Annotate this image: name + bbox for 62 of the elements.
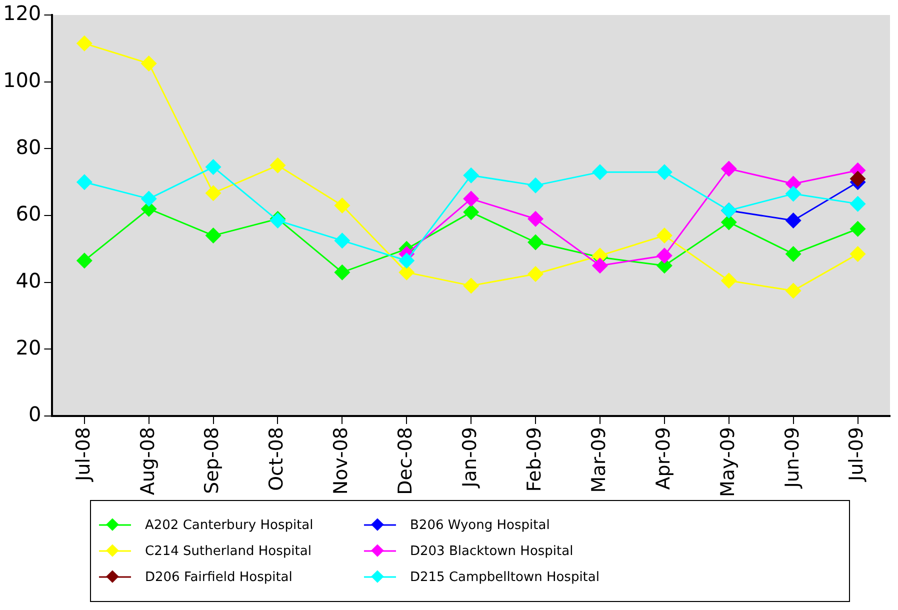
legend-label: B206 Wyong Hospital (410, 518, 550, 532)
point (463, 204, 480, 220)
point (592, 258, 608, 274)
y-tick-label: 60 (16, 202, 42, 226)
point (76, 174, 92, 190)
y-tick-label: 120 (2, 1, 42, 26)
point (785, 282, 802, 299)
x-tick-label: Dec-08 (394, 427, 417, 495)
point (720, 272, 737, 289)
point (656, 228, 672, 244)
point (528, 234, 544, 250)
y-tick-label: 80 (16, 134, 42, 159)
x-tick-label: Mar-09 (588, 427, 610, 493)
x-tick-label: Aug-08 (136, 427, 159, 496)
point (850, 170, 866, 187)
point (140, 55, 157, 72)
x-tick-label: Jul-08 (72, 427, 94, 482)
x-tick-label: Sep-08 (201, 427, 224, 494)
point (528, 266, 544, 282)
x-tick-label: Nov-08 (330, 427, 352, 495)
x-tick-label: Jan-09 (459, 427, 482, 488)
point (334, 232, 350, 249)
point (785, 246, 802, 262)
point (850, 196, 866, 212)
point (398, 252, 415, 269)
x-tick-label: Oct-08 (266, 427, 288, 491)
x-tick-label: Apr-09 (652, 427, 674, 490)
point (76, 35, 92, 52)
legend-label: A202 Canterbury Hospital (145, 518, 314, 532)
point (785, 212, 802, 229)
y-tick-label: 100 (2, 68, 42, 92)
legend-label: D203 Blacktown Hospital (410, 544, 574, 558)
y-tick-label: 40 (16, 268, 42, 293)
point (720, 160, 737, 177)
point (463, 167, 480, 184)
point (528, 177, 544, 194)
point (528, 210, 544, 227)
x-tick-label: Feb-09 (523, 427, 546, 492)
y-tick-label: 0 (28, 402, 42, 426)
point (334, 197, 350, 214)
point (850, 220, 866, 237)
x-tick-label: Jun-09 (781, 427, 804, 489)
legend-label: D206 Fairfield Hospital (145, 570, 292, 584)
point (850, 246, 866, 262)
point (140, 190, 157, 207)
point (205, 228, 222, 244)
point (270, 157, 286, 174)
point (656, 248, 672, 264)
point (592, 164, 608, 180)
legend-label: D215 Campbelltown Hospital (410, 570, 600, 584)
point (656, 164, 672, 180)
y-tick-label: 20 (16, 335, 42, 360)
x-tick-label: Jul-09 (846, 427, 868, 482)
point (76, 252, 92, 269)
point (463, 278, 480, 294)
point (785, 186, 802, 202)
point (463, 190, 480, 207)
point (205, 159, 222, 176)
point (205, 185, 222, 202)
x-tick-label: May-09 (716, 427, 739, 498)
point (334, 264, 350, 280)
legend-label: C214 Sutherland Hospital (145, 544, 312, 558)
